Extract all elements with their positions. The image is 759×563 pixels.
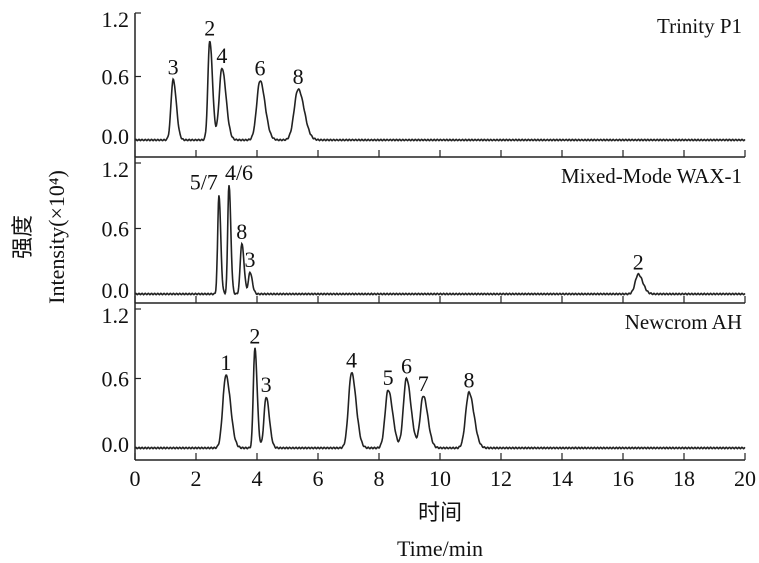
trace-newcrom-ah [134,347,746,450]
x-tick-label: 0 [130,466,141,491]
x-tick-label: 4 [252,466,263,491]
peak-label: 2 [633,249,644,274]
peak-label: 2 [204,16,215,41]
x-tick-label: 6 [313,466,324,491]
panel-title: Newcrom AH [625,310,742,334]
y-tick-label: 1.2 [102,303,130,328]
x-tick-label: 10 [429,466,451,491]
peak-label: 4 [216,43,227,68]
peak-label: 6 [255,56,266,81]
y-tick-label: 0.0 [102,432,130,457]
y-tick-label: 0.0 [102,278,130,303]
y-tick-label: 0.6 [102,367,130,392]
x-tick-label: 12 [490,466,512,491]
peak-label: 7 [418,371,429,396]
y-tick-label: 0.0 [102,124,130,149]
x-tick-label: 18 [673,466,695,491]
peak-label: 4/6 [225,160,253,185]
panel-title: Mixed-Mode WAX-1 [561,164,742,188]
x-tick-label: 2 [191,466,202,491]
peak-label: 3 [244,247,255,272]
peak-label: 8 [293,64,304,89]
peak-label: 1 [220,350,231,375]
peak-label: 5/7 [190,170,218,195]
peak-label: 4 [346,348,357,373]
x-tick-label: 14 [551,466,573,491]
peak-label: 2 [249,323,260,348]
panel-title: Trinity P1 [657,14,742,38]
x-axis-label: Time/min [397,536,483,561]
x-tick-label: 8 [374,466,385,491]
peak-label: 8 [236,219,247,244]
trace-trinity-p1 [134,40,746,142]
y-tick-label: 0.6 [102,217,130,242]
x-tick-label: 20 [734,466,756,491]
y-tick-label: 0.6 [102,65,130,90]
peak-label: 3 [168,55,179,80]
peak-label: 5 [383,365,394,390]
x-tick-label: 16 [612,466,634,491]
trace-mixed-mode-wax-1 [134,185,746,296]
y-axis-label-cn: 强度 [10,215,35,259]
y-axis-label: Intensity(×10⁴) [44,170,69,304]
x-axis-label-cn: 时间 [418,500,462,525]
peak-label: 8 [463,367,474,392]
y-tick-label: 1.2 [102,7,130,32]
y-tick-label: 1.2 [102,157,130,182]
peak-label: 6 [401,354,412,379]
peak-label: 3 [261,372,272,397]
